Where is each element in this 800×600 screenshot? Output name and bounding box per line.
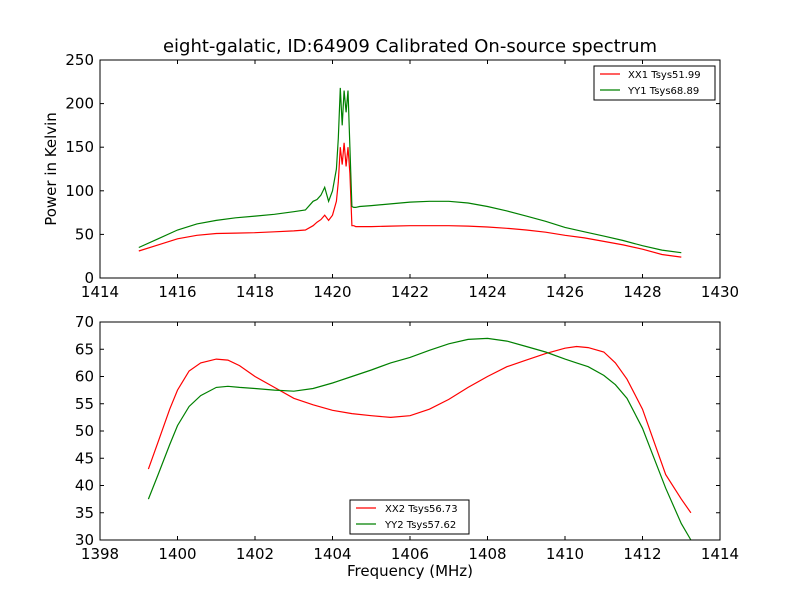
top-xtick-label: 1416 [158,283,196,301]
bottom-xtick-label: 1404 [313,545,351,563]
top-chart-ylabel: Power in Kelvin [42,112,60,226]
bottom-series-xx2-line [147,345,692,514]
bottom-xtick-label: 1412 [623,545,661,563]
bottom-chart-xlabel: Frequency (MHz) [347,562,473,580]
bottom-xtick-label: 1414 [701,545,739,563]
bottom-xtick-label: 1410 [546,545,584,563]
legend-label-xx2: XX2 Tsys56.73 [385,504,458,515]
bottom-chart-ticks: 1398 1400 1402 1404 1406 1408 1410 1412 1414 30 35… [75,313,739,563]
top-chart-series [138,87,682,258]
bottom-legend-box [349,499,470,535]
top-ytick-label: 150 [65,138,94,156]
bottom-ytick-label: 35 [75,504,94,522]
bottom-ytick-label: 65 [75,340,94,358]
top-chart: eight-galatic, ID:64909 Calibrated On-so… [42,36,739,301]
bottom-xtick-label: 1400 [158,545,196,563]
bottom-chart-legend: XX2 Tsys56.73 YY2 Tsys57.62 [349,499,470,535]
top-ytick-label: 200 [65,95,94,113]
top-xtick-label: 1418 [236,283,274,301]
bottom-xtick-label: 1398 [81,545,119,563]
bottom-ytick-label: 40 [75,477,94,495]
bottom-ytick-label: 70 [75,313,94,331]
top-ytick-label: 50 [75,225,94,243]
bottom-ytick-label: 50 [75,422,94,440]
bottom-ytick-label: 30 [75,531,94,549]
legend-label-xx1: XX1 Tsys51.99 [628,70,701,81]
top-legend-box [593,65,716,101]
bottom-series-yy2-line [147,337,692,541]
top-xtick-label: 1422 [391,283,429,301]
top-xtick-label: 1430 [701,283,739,301]
top-ytick-label: 0 [84,269,94,287]
bottom-ytick-label: 45 [75,449,94,467]
top-ytick-label: 100 [65,182,94,200]
top-xtick-label: 1424 [468,283,506,301]
bottom-xtick-label: 1408 [468,545,506,563]
bottom-chart-series [147,337,692,541]
top-ytick-label: 250 [65,51,94,69]
top-series-yy1-line [138,87,682,254]
top-xtick-label: 1428 [623,283,661,301]
bottom-ytick-label: 55 [75,395,94,413]
top-chart-frame [99,59,721,279]
bottom-chart-frame [99,321,721,541]
top-xtick-label: 1414 [81,283,119,301]
bottom-ytick-label: 60 [75,368,94,386]
legend-label-yy1: YY1 Tsys68.89 [627,86,699,97]
top-series-xx1-line [138,142,682,258]
legend-label-yy2: YY2 Tsys57.62 [384,520,456,531]
top-xtick-label: 1426 [546,283,584,301]
bottom-chart: 1398 1400 1402 1404 1406 1408 1410 1412 1414 30 35… [75,313,739,580]
top-chart-title: eight-galatic, ID:64909 Calibrated On-so… [163,36,657,57]
top-chart-legend: XX1 Tsys51.99 YY1 Tsys68.89 [593,65,716,101]
bottom-xtick-label: 1402 [236,545,274,563]
bottom-xtick-label: 1406 [391,545,429,563]
top-chart-ticks: 1414 1416 1418 1420 1422 1424 1426 1428 1430 0 50 1… [65,51,739,301]
top-xtick-label: 1420 [313,283,351,301]
